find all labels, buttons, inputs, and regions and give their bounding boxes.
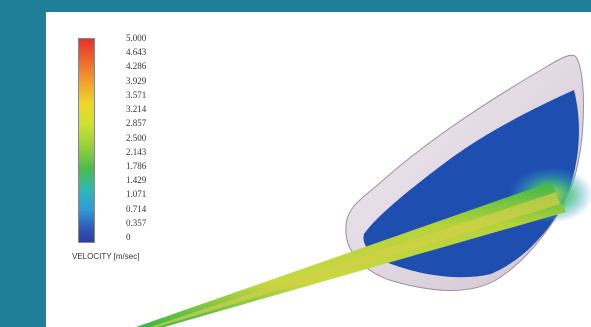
velocity-tick-label: 2.857 <box>126 118 147 129</box>
velocity-tick-label: 3.571 <box>126 89 147 100</box>
velocity-tick-label: 0 <box>126 232 131 242</box>
velocity-color-scale <box>78 38 95 243</box>
figure-panel: 5.000 4.643 4.286 3.929 3.571 3.214 2.857 2.500… <box>46 12 591 327</box>
velocity-tick-label: 1.786 <box>126 160 147 171</box>
flow-visualization <box>136 54 591 327</box>
velocity-tick-label: 4.643 <box>126 47 147 58</box>
velocity-tick-label: 0.714 <box>126 203 147 214</box>
velocity-tick-labels: 5.000 4.643 4.286 3.929 3.571 3.214 2.857 2.500… <box>126 32 186 245</box>
velocity-tick-label: 3.929 <box>126 75 147 86</box>
legend-label: VELOCITY [m/sec] <box>72 252 140 261</box>
jet-core <box>150 192 560 327</box>
velocity-tick-label: 0.357 <box>126 217 147 228</box>
velocity-tick-label: 1.429 <box>126 175 147 186</box>
velocity-tick-label: 2.500 <box>126 132 147 143</box>
velocity-tick-label: 1.071 <box>126 189 147 200</box>
velocity-tick-label: 4.286 <box>126 61 147 72</box>
velocity-tick-label: 5.000 <box>126 33 147 43</box>
velocity-tick-label: 2.143 <box>126 146 147 157</box>
jet-stream <box>136 182 566 327</box>
velocity-tick-label: 3.214 <box>126 104 147 115</box>
